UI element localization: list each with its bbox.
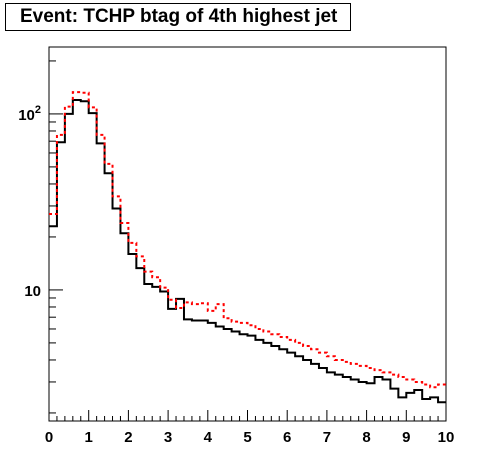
y-tick-label: 10: [24, 283, 41, 300]
plot-frame: [48, 46, 447, 422]
series-black-solid-line: [49, 98, 446, 404]
x-tick-label: 3: [164, 429, 172, 446]
x-axis-ticks: 0 1 2 3 4 5 6 7 8 9 10: [45, 410, 455, 446]
y-tick-label: 102: [18, 104, 41, 124]
y-axis-ticks: 10 102: [18, 60, 63, 414]
x-tick-label: 1: [85, 429, 93, 446]
x-tick-label: 4: [204, 429, 213, 446]
x-tick-label: 2: [124, 429, 132, 446]
x-tick-label: 10: [438, 429, 455, 446]
title-box: Event: TCHP btag of 4th highest jet: [5, 3, 351, 31]
x-tick-label: 6: [283, 429, 291, 446]
chart-title: Event: TCHP btag of 4th highest jet: [20, 6, 338, 27]
x-tick-label: 0: [45, 429, 53, 446]
x-tick-label: 9: [402, 429, 410, 446]
x-tick-label: 5: [243, 429, 251, 446]
x-tick-label: 8: [362, 429, 370, 446]
x-tick-label: 7: [323, 429, 331, 446]
series-layer: [49, 91, 446, 404]
series-red-dashed-line: [49, 91, 446, 389]
